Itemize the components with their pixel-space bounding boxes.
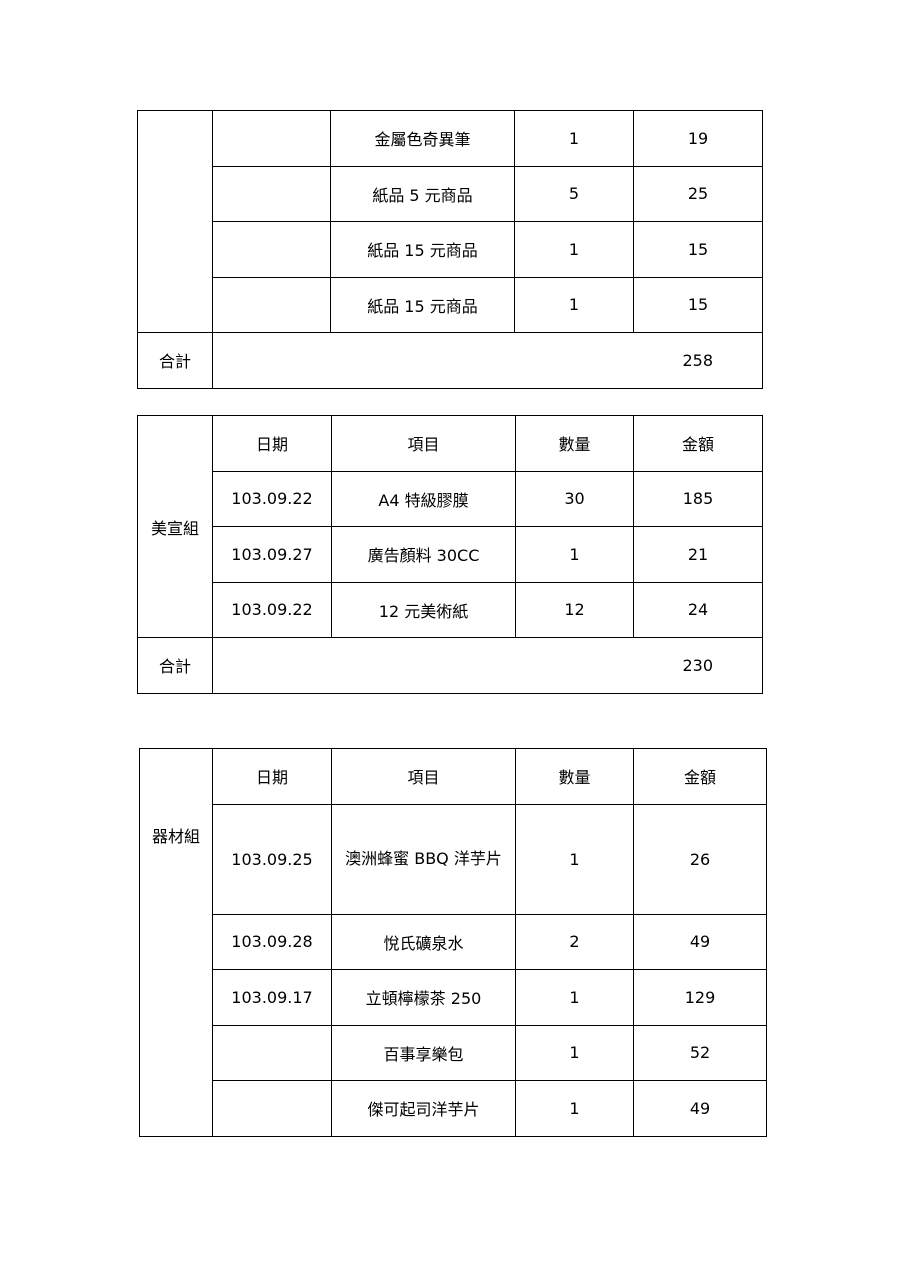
table-row: 紙品 5 元商品 5 25 [138, 165, 763, 222]
art-group-table: 美宣組 日期 項目 數量 金額 103.09.22 A4 特級膠膜 30 185… [137, 415, 763, 694]
qty-cell: 1 [514, 221, 634, 278]
qty-cell: 1 [515, 526, 634, 583]
item-cell: A4 特級膠膜 [331, 470, 516, 527]
header-amount: 金額 [633, 415, 763, 472]
total-spacer [212, 332, 634, 389]
header-item: 項目 [331, 415, 516, 472]
amount-cell: 24 [633, 581, 763, 638]
date-cell: 103.09.25 [212, 803, 332, 915]
total-row: 合計 230 [137, 637, 763, 694]
qty-cell: 5 [514, 165, 634, 222]
header-date: 日期 [212, 415, 332, 472]
qty-cell: 1 [514, 276, 634, 333]
amount-cell: 52 [633, 1024, 767, 1081]
total-spacer [212, 637, 634, 694]
table-row: 百事享樂包 1 52 [140, 1024, 767, 1081]
item-cell: 紙品 15 元商品 [330, 221, 515, 278]
equipment-group-table: 器材組 日期 項目 數量 金額 103.09.25 澳洲蜂蜜 BBQ 洋芋片 1… [139, 748, 767, 1137]
amount-cell: 21 [633, 526, 763, 583]
item-cell: 廣告顏料 30CC [331, 526, 516, 583]
date-cell: 103.09.22 [212, 470, 332, 527]
expense-table-continued: 金屬色奇異筆 1 19 紙品 5 元商品 5 25 紙品 15 元商品 1 15… [137, 110, 763, 389]
amount-cell: 49 [633, 1080, 767, 1137]
date-cell [212, 221, 331, 278]
date-cell [212, 1024, 332, 1081]
amount-cell: 49 [633, 913, 767, 970]
date-cell: 103.09.22 [212, 581, 332, 638]
header-amount: 金額 [633, 748, 767, 805]
amount-cell: 15 [633, 276, 763, 333]
table-row: 傑可起司洋芋片 1 49 [140, 1080, 767, 1137]
item-cell: 悅氏礦泉水 [331, 913, 516, 970]
table-row: 103.09.22 12 元美術紙 12 24 [138, 581, 763, 638]
table-row: 103.09.27 廣告顏料 30CC 1 21 [138, 526, 763, 583]
item-cell: 紙品 5 元商品 [330, 165, 515, 222]
amount-cell: 19 [633, 110, 763, 167]
total-value: 258 [633, 332, 763, 389]
total-row: 合計 258 [137, 332, 763, 389]
date-cell: 103.09.27 [212, 526, 332, 583]
header-qty: 數量 [515, 748, 634, 805]
header-qty: 數量 [515, 415, 634, 472]
item-cell: 傑可起司洋芋片 [331, 1080, 516, 1137]
group-cell [137, 110, 213, 333]
date-cell [212, 110, 331, 167]
table-row: 103.09.25 澳洲蜂蜜 BBQ 洋芋片 1 26 [140, 803, 767, 915]
date-cell [212, 165, 331, 222]
header-row: 器材組 日期 項目 數量 金額 [139, 748, 767, 1137]
qty-cell: 1 [514, 110, 634, 167]
date-cell [212, 1080, 332, 1137]
table-row: 金屬色奇異筆 1 19 [137, 110, 763, 333]
table-row: 103.09.28 悅氏礦泉水 2 49 [140, 913, 767, 970]
amount-cell: 25 [633, 165, 763, 222]
item-cell: 百事享樂包 [331, 1024, 516, 1081]
table-row: 103.09.17 立頓檸檬茶 250 1 129 [140, 969, 767, 1026]
item-cell: 12 元美術紙 [331, 581, 516, 638]
item-cell: 立頓檸檬茶 250 [331, 969, 516, 1026]
group-label: 器材組 [139, 748, 213, 1137]
date-cell: 103.09.17 [212, 969, 332, 1026]
amount-cell: 15 [633, 221, 763, 278]
total-label: 合計 [137, 637, 213, 694]
amount-cell: 129 [633, 969, 767, 1026]
qty-cell: 2 [515, 913, 634, 970]
item-cell: 金屬色奇異筆 [330, 110, 515, 167]
qty-cell: 1 [515, 803, 634, 915]
qty-cell: 30 [515, 470, 634, 527]
total-value: 230 [633, 637, 763, 694]
amount-cell: 26 [633, 803, 767, 915]
amount-cell: 185 [633, 470, 763, 527]
header-row: 美宣組 日期 項目 數量 金額 [137, 415, 763, 638]
header-item: 項目 [331, 748, 516, 805]
date-cell: 103.09.28 [212, 913, 332, 970]
table-row: 紙品 15 元商品 1 15 [138, 221, 763, 278]
date-cell [212, 276, 331, 333]
header-date: 日期 [212, 748, 332, 805]
item-cell: 紙品 15 元商品 [330, 276, 515, 333]
qty-cell: 1 [515, 1024, 634, 1081]
total-label: 合計 [137, 332, 213, 389]
group-label: 美宣組 [137, 415, 213, 638]
qty-cell: 1 [515, 1080, 634, 1137]
qty-cell: 12 [515, 581, 634, 638]
qty-cell: 1 [515, 969, 634, 1026]
table-row: 紙品 15 元商品 1 15 [138, 276, 763, 333]
table-row: 103.09.22 A4 特級膠膜 30 185 [138, 470, 763, 527]
item-cell: 澳洲蜂蜜 BBQ 洋芋片 [331, 803, 516, 915]
